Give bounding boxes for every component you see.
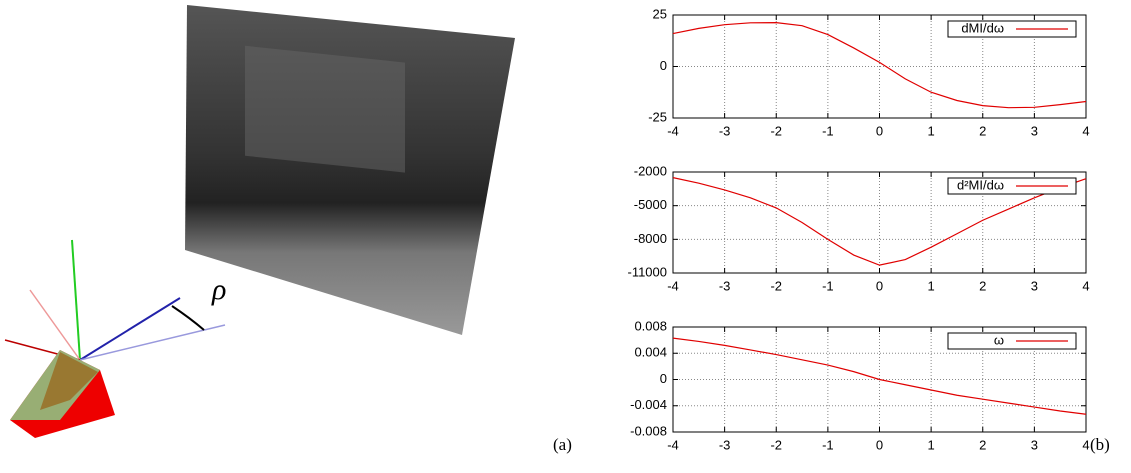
data-line [672,337,1087,415]
y-tick-label: 0 [660,371,667,386]
x-tick-label: 2 [979,437,986,452]
x-tick-label: 2 [979,278,986,293]
x-tick-label: -1 [822,123,834,138]
x-tick-label: -4 [667,278,679,293]
y-tick-label: -5000 [634,197,667,212]
x-tick-label: -3 [719,437,731,452]
y-tick-label: -11000 [627,264,667,279]
x-tick-label: 4 [1082,437,1089,452]
rotation-label: ρ [211,273,226,306]
x-tick-label: 1 [928,123,935,138]
legend-label: dMI/dω [961,20,1004,35]
x-tick-label: 1 [928,278,935,293]
image-plane [185,5,515,335]
panel-label: (b) [1090,435,1110,454]
x-tick-label: -4 [667,123,679,138]
x-tick-label: 4 [1082,278,1089,293]
rotation-arc [171,305,205,331]
x-tick-label: -3 [719,278,731,293]
x-tick-label: -4 [667,437,679,452]
y-tick-label: 0 [660,58,667,73]
x-tick-label: 4 [1082,123,1089,138]
x-tick-label: 3 [1031,123,1038,138]
legend-box [947,20,1077,38]
y-tick-label: -0.008 [630,423,667,438]
x-tick-label: 3 [1031,278,1038,293]
x-tick-label: 1 [928,437,935,452]
y-tick-label: 0.004 [634,345,667,360]
x-tick-label: -1 [822,278,834,293]
legend-label: d²MI/dω [957,177,1004,192]
data-line [672,177,1087,266]
scene-render: ρ [4,5,515,438]
x-tick-label: -3 [719,123,731,138]
panel-label: (a) [553,435,572,454]
axis-arrow [29,289,81,361]
legend-label: ω [994,332,1004,347]
x-tick-label: 3 [1031,437,1038,452]
axis-arrow [79,297,181,361]
x-tick-label: 0 [876,123,883,138]
x-tick-label: 0 [876,437,883,452]
plot-frame [672,171,1087,274]
x-tick-label: -2 [770,123,782,138]
y-tick-label: 0.008 [634,318,667,333]
y-tick-label: -25 [648,109,667,124]
x-tick-label: -2 [770,278,782,293]
plot-frame [672,326,1087,433]
x-tick-label: -1 [822,437,834,452]
building [245,45,405,173]
axis-arrow [71,239,81,361]
y-tick-label: -2000 [634,163,667,178]
plot-frame [672,14,1087,119]
x-tick-label: -2 [770,437,782,452]
legend-box [947,177,1077,195]
y-tick-label: -8000 [634,231,667,246]
y-tick-label: 25 [653,6,667,21]
x-tick-label: 2 [979,123,986,138]
y-tick-label: -0.004 [630,397,667,412]
data-line [672,22,1087,109]
legend-box [947,332,1077,350]
axis-arrow [79,324,226,361]
x-tick-label: 0 [876,278,883,293]
camera [40,352,98,410]
